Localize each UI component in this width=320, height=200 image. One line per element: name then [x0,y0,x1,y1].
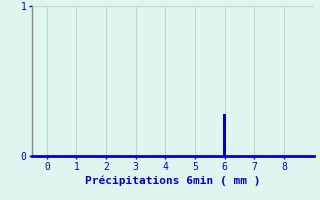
Bar [223,114,226,156]
X-axis label: Précipitations 6min ( mm ): Précipitations 6min ( mm ) [85,176,260,186]
